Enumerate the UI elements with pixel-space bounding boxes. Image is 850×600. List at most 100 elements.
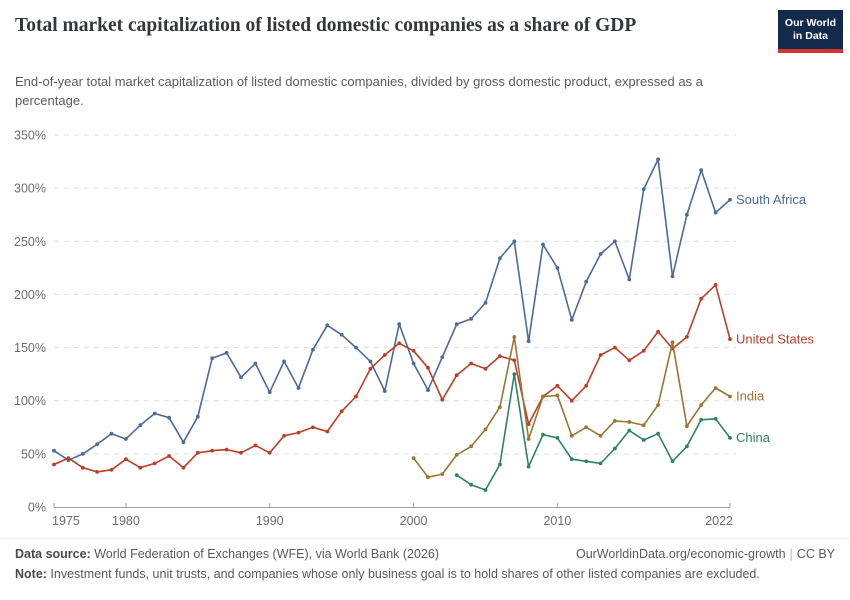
data-point-south-africa-1975[interactable]: [52, 448, 56, 453]
data-point-south-africa-1994[interactable]: [325, 323, 330, 328]
data-point-south-africa-1998[interactable]: [382, 389, 387, 393]
data-point-india-2014[interactable]: [613, 419, 617, 423]
data-point-united-states-1992[interactable]: [296, 430, 301, 435]
data-point-south-africa-2007[interactable]: [512, 239, 517, 244]
series-line-china[interactable]: [456, 373, 731, 491]
data-point-china-2006[interactable]: [498, 462, 502, 467]
data-point-india-2001[interactable]: [426, 475, 430, 480]
data-point-united-states-2015[interactable]: [627, 358, 632, 363]
data-point-south-africa-1984[interactable]: [181, 440, 186, 445]
data-point-india-2011[interactable]: [569, 433, 574, 438]
data-point-united-states-2008[interactable]: [526, 422, 531, 426]
data-point-china-2008[interactable]: [526, 464, 531, 469]
data-point-south-africa-1980[interactable]: [124, 437, 128, 441]
data-point-south-africa-1979[interactable]: [109, 431, 114, 436]
data-point-china-2015[interactable]: [627, 428, 632, 433]
data-point-united-states-1988[interactable]: [239, 450, 243, 455]
data-point-india-2013[interactable]: [598, 433, 603, 438]
data-point-united-states-1997[interactable]: [368, 366, 373, 371]
data-point-south-africa-2019[interactable]: [685, 212, 689, 217]
series-line-india[interactable]: [412, 336, 731, 479]
data-point-united-states-2017[interactable]: [656, 329, 660, 334]
data-point-india-2022[interactable]: [728, 394, 732, 399]
data-point-india-2002[interactable]: [440, 472, 445, 476]
data-point-india-2010[interactable]: [555, 393, 560, 398]
data-point-south-africa-1991[interactable]: [282, 359, 286, 364]
data-point-united-states-2016[interactable]: [641, 348, 646, 353]
data-point-united-states-2006[interactable]: [498, 354, 502, 358]
data-point-united-states-2022[interactable]: [728, 337, 732, 341]
data-point-south-africa-2016[interactable]: [641, 187, 646, 192]
data-point-united-states-2007[interactable]: [512, 358, 517, 363]
data-point-india-2017[interactable]: [656, 403, 660, 407]
data-point-china-2016[interactable]: [641, 438, 646, 442]
data-point-south-africa-2014[interactable]: [613, 239, 617, 244]
data-point-china-2017[interactable]: [656, 431, 660, 436]
data-point-china-2014[interactable]: [613, 446, 617, 451]
data-point-south-africa-2012[interactable]: [584, 279, 589, 284]
data-point-south-africa-1986[interactable]: [210, 356, 215, 361]
data-point-united-states-2010[interactable]: [555, 383, 560, 388]
data-point-india-2009[interactable]: [541, 394, 545, 399]
data-point-india-2012[interactable]: [584, 425, 589, 430]
data-point-united-states-1990[interactable]: [267, 450, 272, 455]
data-point-india-2018[interactable]: [670, 340, 675, 345]
data-point-united-states-2011[interactable]: [569, 398, 574, 403]
series-label-india[interactable]: India: [736, 389, 765, 404]
data-point-south-africa-2000[interactable]: [411, 361, 416, 366]
series-south-africa[interactable]: [52, 157, 732, 463]
license-link[interactable]: CC BY: [796, 547, 835, 561]
data-point-united-states-1983[interactable]: [167, 454, 172, 458]
data-point-south-africa-1993[interactable]: [311, 347, 315, 352]
data-point-united-states-2020[interactable]: [699, 296, 704, 301]
data-point-india-2003[interactable]: [454, 453, 459, 457]
data-point-south-africa-1995[interactable]: [339, 332, 344, 337]
data-point-south-africa-2009[interactable]: [541, 242, 545, 247]
data-point-south-africa-2008[interactable]: [526, 339, 531, 344]
data-point-united-states-1980[interactable]: [124, 457, 128, 462]
data-point-india-2004[interactable]: [469, 444, 473, 449]
data-point-china-2003[interactable]: [454, 473, 459, 477]
series-line-south-africa[interactable]: [53, 158, 731, 462]
data-point-united-states-1998[interactable]: [382, 353, 387, 357]
data-point-united-states-1991[interactable]: [282, 433, 286, 438]
data-point-india-2016[interactable]: [641, 423, 646, 428]
data-point-india-2000[interactable]: [411, 456, 416, 460]
data-point-united-states-2002[interactable]: [440, 397, 445, 402]
data-point-south-africa-2017[interactable]: [656, 157, 660, 162]
series-label-south-africa[interactable]: South Africa: [736, 192, 807, 207]
data-point-south-africa-1983[interactable]: [167, 415, 172, 420]
data-point-india-2020[interactable]: [699, 403, 704, 407]
data-point-united-states-1987[interactable]: [224, 447, 229, 452]
data-point-united-states-2019[interactable]: [685, 335, 689, 339]
data-point-united-states-1976[interactable]: [66, 456, 71, 460]
data-point-south-africa-1989[interactable]: [253, 361, 258, 366]
data-point-united-states-2012[interactable]: [584, 383, 589, 388]
data-point-south-africa-2003[interactable]: [454, 322, 459, 327]
data-point-china-2005[interactable]: [483, 488, 488, 492]
data-point-south-africa-2005[interactable]: [483, 301, 488, 305]
data-point-south-africa-2022[interactable]: [728, 197, 732, 202]
data-point-south-africa-1981[interactable]: [138, 423, 143, 428]
series-china[interactable]: [454, 372, 732, 492]
data-point-china-2022[interactable]: [728, 436, 732, 440]
data-point-south-africa-1997[interactable]: [368, 359, 373, 364]
data-point-china-2007[interactable]: [512, 372, 517, 376]
data-point-united-states-1996[interactable]: [354, 394, 358, 399]
data-point-india-2021[interactable]: [713, 386, 718, 390]
data-point-china-2010[interactable]: [555, 436, 560, 440]
data-point-united-states-1986[interactable]: [210, 448, 215, 453]
data-point-china-2020[interactable]: [699, 417, 704, 422]
data-point-south-africa-2021[interactable]: [713, 210, 718, 215]
data-point-united-states-1978[interactable]: [95, 470, 99, 474]
data-point-south-africa-2013[interactable]: [598, 252, 603, 256]
data-point-united-states-2014[interactable]: [613, 345, 617, 350]
data-point-united-states-2001[interactable]: [426, 365, 430, 370]
data-point-south-africa-1987[interactable]: [224, 351, 229, 355]
data-point-united-states-2000[interactable]: [411, 348, 416, 353]
series-label-united-states[interactable]: United States: [736, 331, 815, 346]
data-point-india-2005[interactable]: [483, 427, 488, 432]
series-united-states[interactable]: [52, 283, 732, 474]
data-point-south-africa-1977[interactable]: [80, 452, 85, 456]
data-point-south-africa-2004[interactable]: [469, 317, 473, 321]
